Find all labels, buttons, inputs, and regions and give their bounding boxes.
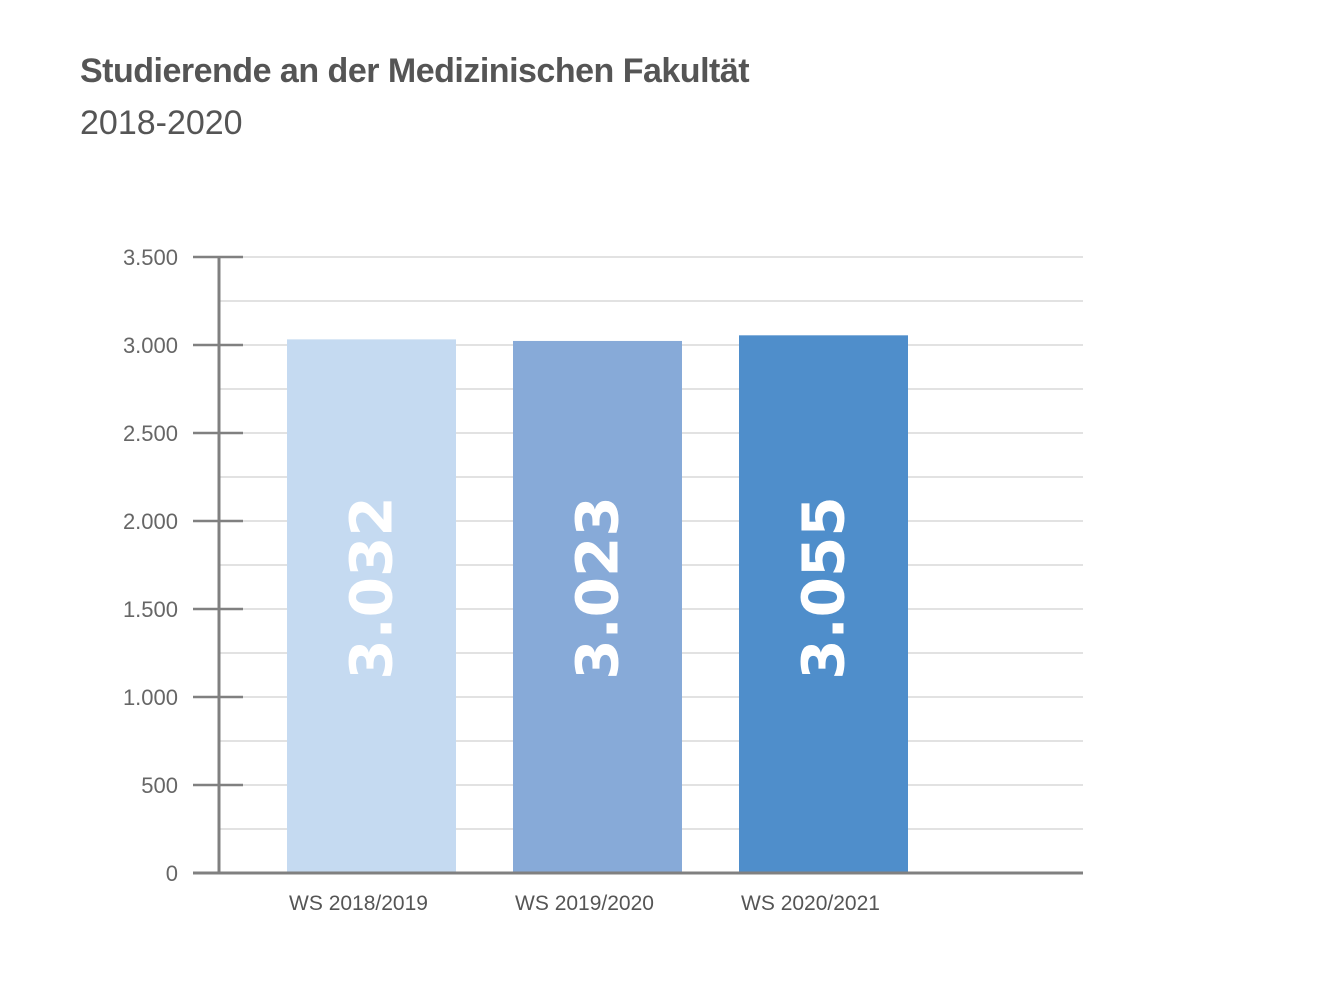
y-ticks: 0 500 1.000 1.500 2.000 2.500 3.000 3.500 xyxy=(123,245,243,886)
bar-value-label: 3.023 xyxy=(564,496,632,679)
axes xyxy=(193,257,1083,875)
bar xyxy=(739,335,908,873)
y-tick-label: 1.000 xyxy=(123,685,178,710)
x-tick-label: WS 2019/2020 xyxy=(515,892,654,915)
y-tick-label: 2.000 xyxy=(123,509,178,534)
y-tick-label: 3.000 xyxy=(123,333,178,358)
bars: 3.032 3.023 3.055 xyxy=(287,335,908,873)
y-tick-label: 0 xyxy=(166,861,178,886)
y-tick-label: 3.500 xyxy=(123,245,178,270)
x-tick-labels: WS 2018/2019 WS 2019/2020 WS 2020/2021 xyxy=(289,892,880,915)
chart-subtitle: 2018-2020 xyxy=(80,104,243,142)
chart-title: Studierende an der Medizinischen Fakultä… xyxy=(80,52,750,90)
y-tick-label: 2.500 xyxy=(123,421,178,446)
x-tick-label: WS 2018/2019 xyxy=(289,892,428,915)
x-tick-label: WS 2020/2021 xyxy=(741,892,880,915)
bar xyxy=(513,340,682,873)
bar-value-label: 3.055 xyxy=(790,496,858,679)
y-tick-label: 500 xyxy=(141,773,178,798)
y-tick-label: 1.500 xyxy=(123,597,178,622)
bar xyxy=(287,339,456,873)
bar-value-label: 3.032 xyxy=(338,496,406,679)
